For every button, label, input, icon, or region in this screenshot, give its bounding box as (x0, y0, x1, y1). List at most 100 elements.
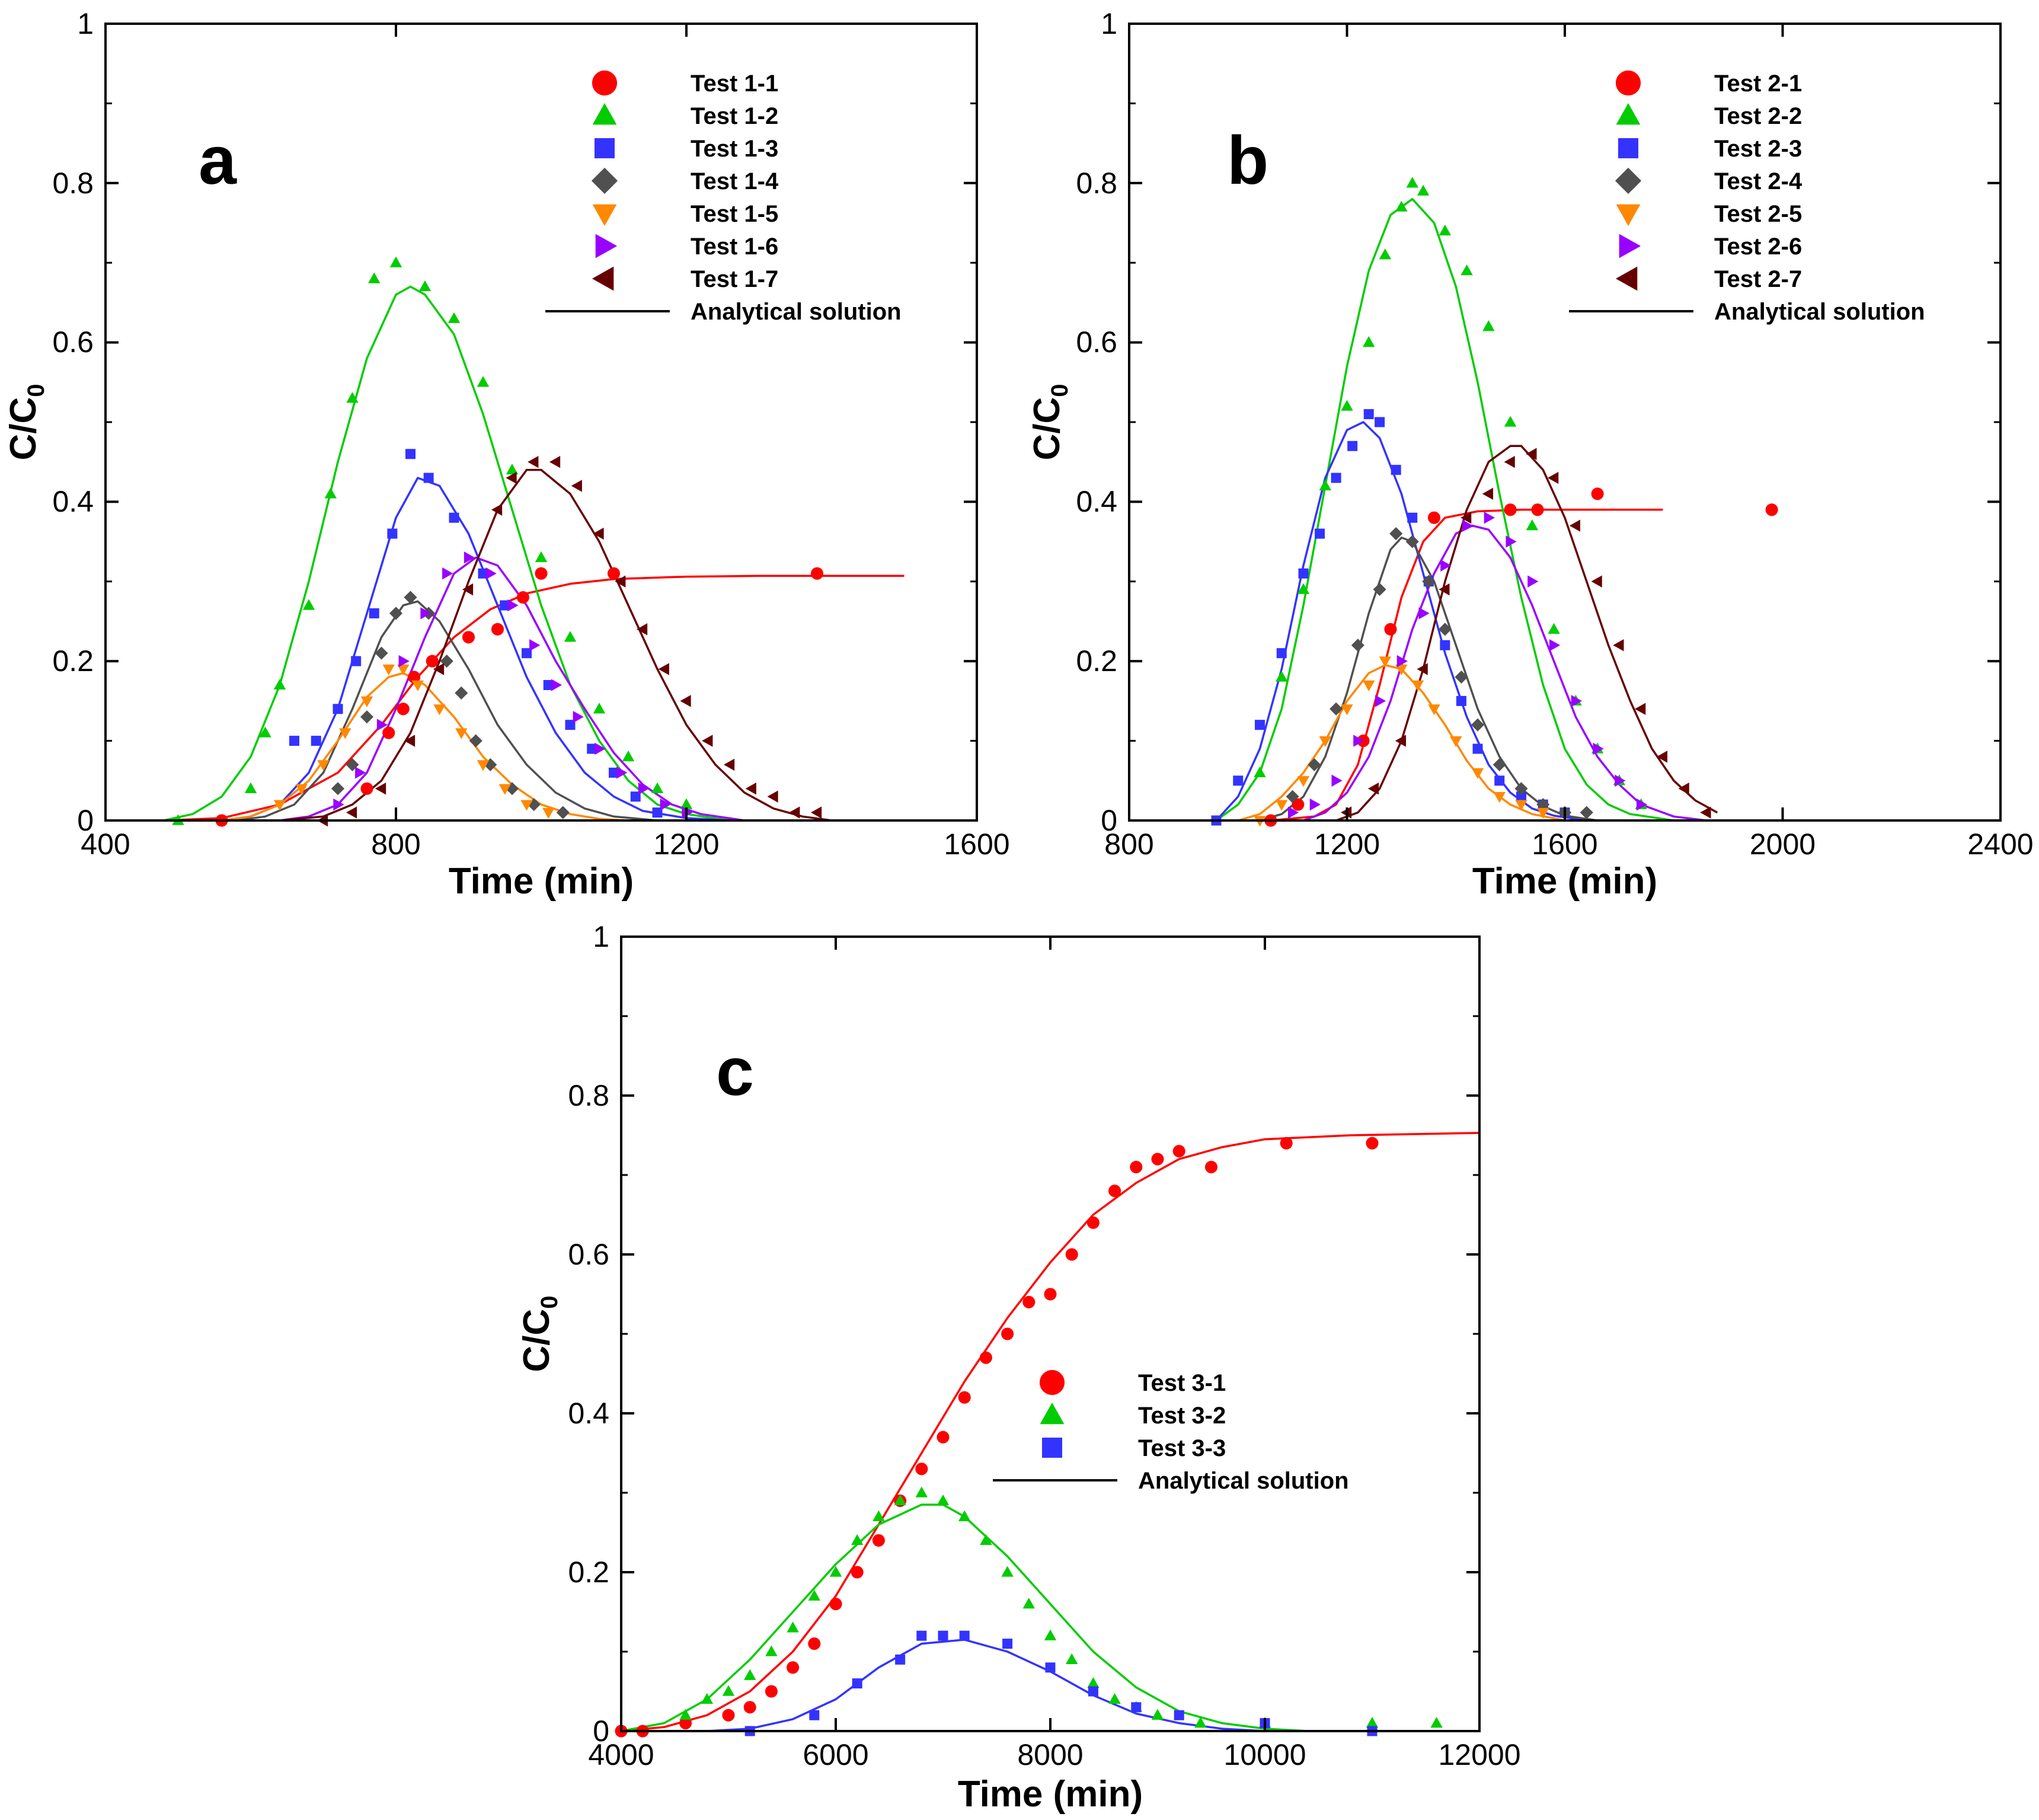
data-point (1656, 751, 1668, 763)
data-point (1439, 224, 1452, 236)
data-point (702, 735, 713, 747)
panel-c-y-tick-labels: 0 0.2 0.4 0.6 0.8 1 (568, 920, 609, 1748)
legend-item: Test 1-5 (592, 201, 778, 227)
data-point (506, 471, 517, 484)
data-point (679, 1717, 692, 1730)
data-point (527, 798, 541, 812)
legend-label: Test 1-1 (691, 71, 778, 97)
data-point (1438, 622, 1452, 636)
data-point (469, 734, 482, 748)
data-point (609, 767, 619, 778)
data-point (405, 449, 416, 459)
data-point (1001, 1566, 1014, 1577)
data-point (1045, 1662, 1056, 1673)
data-point (1515, 800, 1527, 811)
legend-item: Test 3-1 (1039, 1369, 1226, 1396)
data-point (767, 790, 778, 803)
data-point (1329, 702, 1343, 716)
legend-item: Test 2-3 (1618, 136, 1802, 162)
data-point (680, 798, 693, 809)
data-point (1504, 416, 1517, 427)
data-point (1319, 736, 1331, 748)
data-point (397, 703, 410, 716)
data-point (1417, 184, 1430, 196)
data-point (872, 1534, 885, 1547)
data-point (433, 663, 445, 675)
data-point (387, 528, 398, 539)
svg-text:C/C0: C/C0 (516, 1295, 563, 1372)
data-point (573, 711, 584, 723)
legend-item: Test 3-2 (1040, 1402, 1226, 1429)
data-point (382, 726, 395, 739)
data-point (587, 743, 597, 754)
data-point (1363, 680, 1375, 692)
legend-label: Test 2-4 (1714, 168, 1802, 194)
x-tick-label: 2400 (1967, 828, 2033, 861)
legend-marker-icon (1619, 234, 1641, 258)
data-point (607, 567, 621, 580)
data-point (1204, 1161, 1218, 1174)
data-point (423, 472, 434, 483)
data-point (1366, 1717, 1379, 1728)
data-point (1460, 512, 1472, 524)
data-point (1373, 583, 1386, 596)
data-point (660, 798, 671, 811)
data-point (528, 456, 539, 468)
data-point (915, 1463, 928, 1476)
analytical-curve-test-1-2 (163, 285, 730, 822)
data-point (549, 456, 561, 468)
legend-label: Analytical solution (1138, 1468, 1349, 1494)
data-point (1593, 742, 1604, 755)
analytical-curve-test-3-3 (707, 1639, 1265, 1732)
data-point (1526, 448, 1537, 460)
data-point (1001, 1327, 1014, 1340)
data-point (477, 760, 490, 771)
x-tick-label: 10000 (1223, 1738, 1306, 1771)
analytical-curve-test-3-2 (621, 1503, 1308, 1732)
data-point (535, 567, 548, 580)
legend-marker-icon (1616, 103, 1641, 125)
data-point (360, 782, 373, 795)
legend-item: Test 2-6 (1619, 234, 1802, 260)
data-point (723, 758, 735, 771)
analytical-curve-test-1-7 (279, 468, 832, 822)
data-point (1450, 736, 1462, 748)
data-point (346, 392, 359, 403)
legend-label: Test 1-3 (691, 136, 778, 162)
analytical-curve-test-2-6 (1303, 524, 1707, 822)
panel-c-ticks (620, 935, 1481, 1732)
data-point (679, 1709, 692, 1720)
data-point (477, 376, 490, 387)
data-point (1428, 704, 1440, 716)
legend-marker-icon (592, 204, 617, 226)
data-point (505, 782, 519, 796)
data-point (411, 680, 424, 692)
data-point (324, 487, 337, 499)
data-point (658, 663, 669, 675)
legend-label: Test 2-3 (1714, 136, 1802, 162)
analytical-curve-test-1-3 (221, 477, 730, 822)
legend-marker-icon (1040, 1402, 1065, 1425)
data-point (507, 599, 519, 612)
data-point (1347, 440, 1358, 451)
data-point (1765, 503, 1778, 516)
data-point (491, 622, 504, 636)
data-point (787, 1661, 800, 1674)
analytical-curve-test-2-1 (1270, 509, 1663, 822)
panel-a-legend: Test 1-1 Test 1-2 Test 1-3 Test 1-4 Test 1-5… (545, 70, 902, 325)
data-point (295, 784, 308, 795)
data-point (808, 1637, 821, 1650)
data-point (1613, 639, 1624, 652)
data-point (1471, 768, 1484, 779)
data-point (937, 1494, 950, 1506)
svg-text:C/C0: C/C0 (3, 384, 49, 460)
legend-marker-icon (1618, 138, 1638, 158)
data-point (1130, 1161, 1143, 1174)
data-point (1276, 670, 1288, 682)
legend-item: Test 1-7 (592, 266, 778, 292)
data-point (1065, 1248, 1078, 1261)
data-point (520, 800, 533, 811)
data-point (1580, 806, 1593, 819)
data-point (1531, 503, 1544, 516)
data-point (1351, 638, 1364, 652)
